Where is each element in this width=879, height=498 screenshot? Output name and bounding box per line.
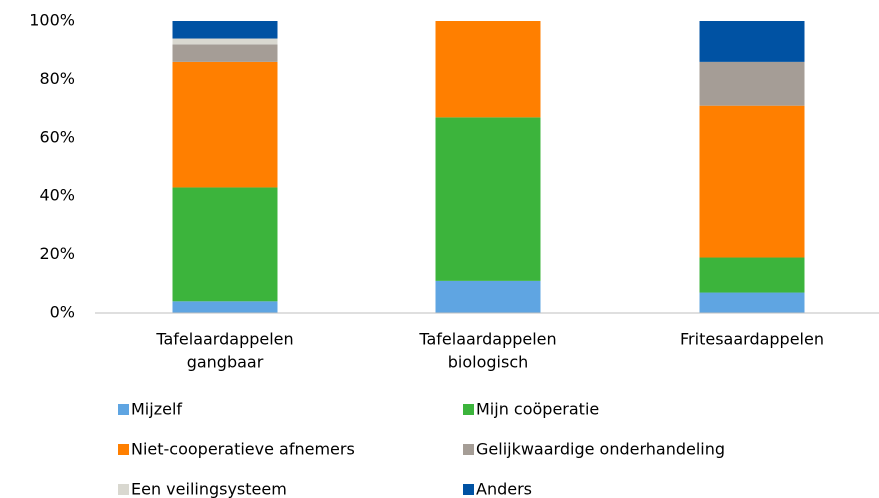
legend-label: Mijn coöperatie (476, 400, 599, 419)
x-tick-label: Tafelaardappelen (155, 330, 293, 349)
bar-segment (435, 117, 541, 281)
legend-swatch (118, 404, 129, 415)
x-tick-label: Fritesaardappelen (680, 330, 824, 349)
legend-swatch (463, 404, 474, 415)
bar-segment (699, 21, 805, 62)
x-tick-label: gangbaar (187, 353, 264, 372)
legend-label: Niet-cooperatieve afnemers (131, 440, 355, 459)
legend-swatch (118, 444, 129, 455)
bar-segment (172, 301, 278, 313)
bar-segment (172, 61, 278, 188)
x-tick-label: Tafelaardappelen (418, 330, 556, 349)
bar-segment (699, 61, 805, 106)
y-tick-label: 100% (29, 11, 75, 30)
y-tick-label: 60% (39, 127, 75, 146)
legend-label: Een veilingsysteem (131, 480, 287, 498)
legend-swatch (118, 484, 129, 495)
bar-segment (172, 21, 278, 39)
bar-segment (172, 187, 278, 302)
x-tick-label: biologisch (448, 353, 529, 372)
bar-segment (172, 38, 278, 45)
legend-label: Anders (476, 480, 532, 498)
bar-segment (435, 280, 541, 313)
y-tick-label: 40% (39, 186, 75, 205)
bar-segment (435, 21, 541, 118)
bar-segment (699, 292, 805, 313)
bar-segment (699, 257, 805, 293)
y-tick-label: 20% (39, 244, 75, 263)
y-tick-label: 80% (39, 69, 75, 88)
bar-segment (172, 44, 278, 62)
legend-swatch (463, 484, 474, 495)
legend-swatch (463, 444, 474, 455)
y-tick-label: 0% (50, 303, 75, 322)
legend-label: Mijzelf (131, 400, 182, 419)
bar-segment (699, 105, 805, 258)
legend-label: Gelijkwaardige onderhandeling (476, 440, 725, 459)
